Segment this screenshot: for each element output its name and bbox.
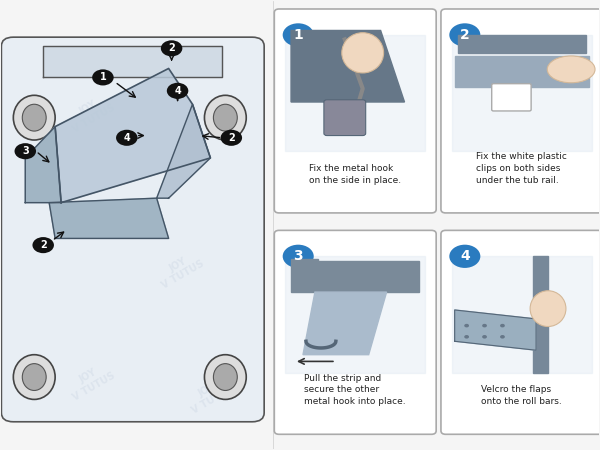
Ellipse shape xyxy=(214,364,237,391)
Ellipse shape xyxy=(13,95,55,140)
Polygon shape xyxy=(55,68,211,202)
FancyBboxPatch shape xyxy=(441,230,600,434)
Text: Fix the metal hook
on the side in place.: Fix the metal hook on the side in place. xyxy=(309,164,401,185)
Circle shape xyxy=(500,324,505,328)
FancyBboxPatch shape xyxy=(274,230,436,434)
Circle shape xyxy=(449,23,481,46)
Text: JOY
V TUTUS: JOY V TUTUS xyxy=(65,92,117,135)
Text: JOY
V TUTUS: JOY V TUTUS xyxy=(185,374,236,416)
Text: 1: 1 xyxy=(100,72,106,82)
Circle shape xyxy=(283,245,314,268)
FancyBboxPatch shape xyxy=(441,9,600,213)
Polygon shape xyxy=(291,259,419,292)
Text: Fix the white plastic
clips on both sides
under the tub rail.: Fix the white plastic clips on both side… xyxy=(476,152,568,185)
FancyBboxPatch shape xyxy=(274,9,436,213)
Circle shape xyxy=(464,324,469,328)
Text: 2: 2 xyxy=(460,28,470,42)
Polygon shape xyxy=(533,256,548,373)
Text: JOY
V TUTUS: JOY V TUTUS xyxy=(334,47,386,90)
Text: JOY
V TUTUS: JOY V TUTUS xyxy=(454,271,505,313)
Ellipse shape xyxy=(22,104,46,131)
Circle shape xyxy=(221,130,242,146)
FancyBboxPatch shape xyxy=(324,100,365,135)
Text: 2: 2 xyxy=(228,133,235,143)
Polygon shape xyxy=(455,56,589,87)
Polygon shape xyxy=(458,35,586,53)
Circle shape xyxy=(32,237,54,253)
Text: 3: 3 xyxy=(22,146,29,156)
Ellipse shape xyxy=(547,56,595,83)
Text: JOY
V TUTUS: JOY V TUTUS xyxy=(454,47,505,90)
Text: Pull the strip and
secure the other
metal hook into place.: Pull the strip and secure the other meta… xyxy=(304,374,406,406)
Polygon shape xyxy=(285,35,425,151)
Circle shape xyxy=(92,69,113,86)
Circle shape xyxy=(116,130,137,146)
Ellipse shape xyxy=(13,355,55,400)
Polygon shape xyxy=(291,31,404,102)
Text: 1: 1 xyxy=(293,28,303,42)
Circle shape xyxy=(167,83,188,99)
Ellipse shape xyxy=(205,95,246,140)
Ellipse shape xyxy=(214,104,237,131)
Polygon shape xyxy=(157,104,211,198)
Polygon shape xyxy=(25,126,61,202)
Text: 3: 3 xyxy=(293,249,303,263)
Polygon shape xyxy=(452,35,592,151)
Polygon shape xyxy=(455,310,536,350)
Text: JOY
V TUTUS: JOY V TUTUS xyxy=(65,360,117,403)
Text: 2: 2 xyxy=(168,43,175,54)
Circle shape xyxy=(449,245,481,268)
FancyBboxPatch shape xyxy=(1,37,264,422)
Text: 4: 4 xyxy=(174,86,181,96)
Polygon shape xyxy=(303,292,386,355)
Circle shape xyxy=(482,324,487,328)
Text: JOY
V TUTUS: JOY V TUTUS xyxy=(334,271,386,313)
Circle shape xyxy=(161,40,182,56)
Text: 2: 2 xyxy=(40,240,47,250)
Circle shape xyxy=(482,335,487,338)
Ellipse shape xyxy=(342,33,383,73)
Ellipse shape xyxy=(205,355,246,400)
Circle shape xyxy=(14,143,36,159)
Polygon shape xyxy=(43,46,223,77)
Ellipse shape xyxy=(530,291,566,327)
Text: 4: 4 xyxy=(460,249,470,263)
Polygon shape xyxy=(452,256,592,373)
Text: 4: 4 xyxy=(124,133,130,143)
Text: JOY
V TUTUS: JOY V TUTUS xyxy=(155,248,206,291)
FancyBboxPatch shape xyxy=(492,84,531,111)
Polygon shape xyxy=(285,256,425,373)
Polygon shape xyxy=(49,198,169,238)
Text: Velcro the flaps
onto the roll bars.: Velcro the flaps onto the roll bars. xyxy=(481,385,562,406)
Circle shape xyxy=(500,335,505,338)
Ellipse shape xyxy=(22,364,46,391)
Circle shape xyxy=(464,335,469,338)
Circle shape xyxy=(283,23,314,46)
